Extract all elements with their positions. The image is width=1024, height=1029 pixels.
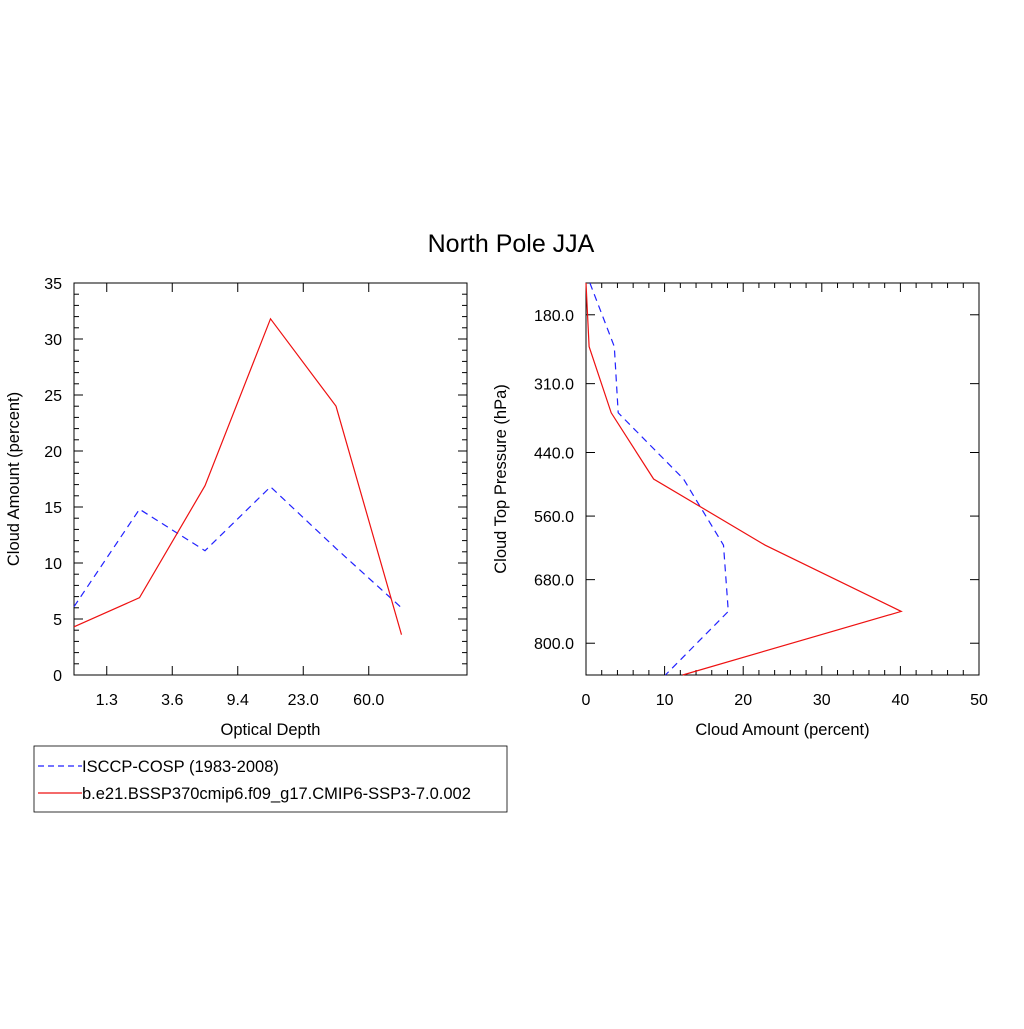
legend-box	[33, 745, 508, 813]
right-x-tick-label: 40	[892, 692, 910, 709]
left-series-group	[73, 317, 403, 635]
left-y-tick-label: 0	[53, 668, 62, 685]
right-y-tick-label: 440.0	[534, 446, 574, 463]
chart-title: North Pole JJA	[428, 230, 595, 258]
legend: ISCCP-COSP (1983-2008) b.e21.BSSP370cmip…	[33, 745, 508, 813]
right-y-tick-label: 680.0	[534, 573, 574, 590]
left-y-tick-label: 15	[44, 500, 62, 517]
right-x-tick-label: 20	[734, 692, 752, 709]
right-y-tick-label: 180.0	[534, 308, 574, 325]
right-y-axis-label: Cloud Top Pressure (hPa)	[492, 384, 510, 574]
left-x-tick-label: 60.0	[353, 692, 384, 709]
right-axis-ticks: 0 10 20 30 40 50 180.0 310.0 440.0 560.0 680.0 800.…	[534, 283, 988, 709]
right-y-tick-label: 310.0	[534, 377, 574, 394]
left-series-model-line	[73, 317, 403, 635]
right-x-axis-label: Cloud Amount (percent)	[695, 721, 869, 739]
right-plot-frame	[585, 282, 980, 676]
right-series-group	[585, 282, 903, 676]
left-plot-frame	[73, 282, 468, 676]
right-x-tick-label: 50	[970, 692, 988, 709]
left-x-axis-label: Optical Depth	[221, 721, 321, 739]
right-series-obs-line	[589, 282, 729, 676]
left-x-tick-label: 23.0	[288, 692, 319, 709]
right-series-model-line	[585, 282, 903, 676]
legend-model-label: b.e21.BSSP370cmip6.f09_g17.CMIP6-SSP3-7.…	[82, 785, 471, 803]
right-x-tick-label: 10	[656, 692, 674, 709]
left-y-tick-label: 10	[44, 556, 62, 573]
left-y-axis-label: Cloud Amount (percent)	[5, 392, 23, 566]
left-y-tick-label: 20	[44, 444, 62, 461]
right-x-tick-label: 30	[813, 692, 831, 709]
optical-depth-panel: 1.3 3.6 9.4 23.0 60.0 0 5 10 15 20 25 30 35 Optical …	[5, 276, 468, 739]
left-x-tick-label: 9.4	[227, 692, 249, 709]
left-y-tick-label: 35	[44, 276, 62, 293]
left-y-tick-label: 25	[44, 388, 62, 405]
left-x-tick-label: 3.6	[161, 692, 183, 709]
right-y-tick-label: 800.0	[534, 636, 574, 653]
left-axis-ticks: 1.3 3.6 9.4 23.0 60.0 0 5 10 15 20 25 30 35	[44, 276, 467, 709]
right-y-tick-label: 560.0	[534, 509, 574, 526]
left-x-tick-label: 1.3	[96, 692, 118, 709]
left-y-tick-label: 30	[44, 332, 62, 349]
right-x-tick-label: 0	[582, 692, 591, 709]
left-series-obs-line	[73, 485, 402, 609]
legend-obs-label: ISCCP-COSP (1983-2008)	[82, 758, 279, 776]
cloud-top-pressure-panel: 0 10 20 30 40 50 180.0 310.0 440.0 560.0 680.0 800.…	[492, 282, 988, 739]
left-y-tick-label: 5	[53, 612, 62, 629]
